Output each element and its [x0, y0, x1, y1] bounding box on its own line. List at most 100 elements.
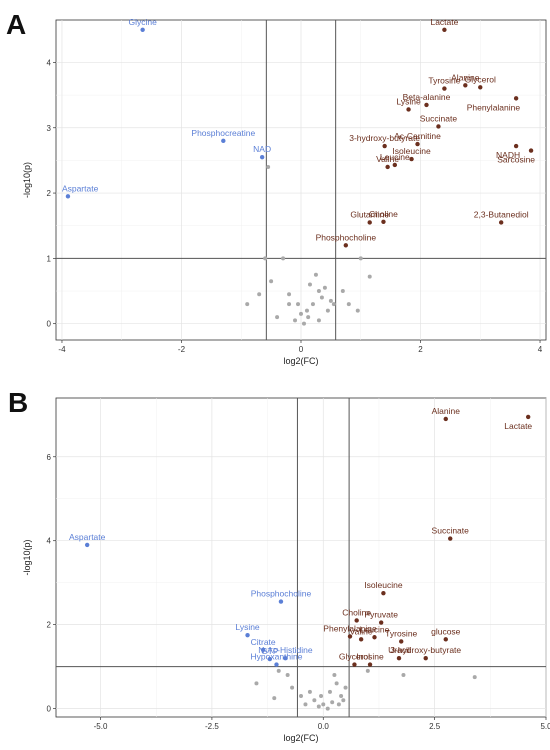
x-tick-label: 2.5	[429, 722, 441, 731]
point-label: Pyruvate	[364, 610, 398, 620]
ns-point	[343, 685, 348, 690]
ns-point	[340, 289, 345, 294]
ns-point	[254, 681, 259, 686]
data-point	[378, 620, 384, 625]
point-label: Choline	[369, 209, 398, 219]
panel-a-letter: A	[6, 9, 26, 40]
data-point	[423, 656, 428, 661]
ns-point	[332, 673, 337, 678]
point-label: 2,3-Butanediol	[474, 209, 529, 219]
ns-point	[316, 704, 321, 709]
point-label: Aspartate	[69, 532, 106, 542]
y-tick-label: 4	[47, 58, 52, 67]
ns-point	[269, 279, 274, 284]
point-label: Succinate	[432, 526, 470, 536]
point-label: Tyrosine	[385, 628, 417, 638]
ns-point	[296, 302, 301, 307]
point-label: Lysine	[235, 622, 260, 632]
data-point	[283, 656, 288, 661]
ns-point	[299, 694, 303, 699]
ns-point	[336, 702, 341, 707]
point-label: Lactate	[504, 421, 532, 431]
ns-point	[275, 315, 280, 320]
point-label: Citrate	[251, 637, 276, 647]
point-label: Beta-alanine	[403, 92, 451, 102]
y-tick-label: 0	[47, 705, 52, 714]
data-point	[367, 220, 372, 225]
point-label: 3-hydroxy-butyrate	[349, 133, 420, 143]
y-tick-label: 4	[47, 537, 52, 546]
ns-point	[355, 308, 360, 313]
x-tick-label: -4	[58, 345, 66, 354]
point-label: N-Ac-Histidine	[258, 645, 313, 655]
point-label: GTP	[261, 646, 279, 656]
point-label: Choline	[342, 607, 371, 617]
data-point	[367, 662, 373, 667]
point-label: Isoleucine	[364, 580, 403, 590]
ns-point	[287, 302, 292, 307]
point-label: Succinate	[420, 113, 458, 123]
y-tick-label: 2	[47, 189, 52, 198]
ns-point	[299, 311, 303, 316]
ns-point	[307, 282, 312, 287]
point-label: Phenylalanine	[323, 623, 377, 633]
ns-point	[341, 698, 346, 703]
y-tick-label: 1	[47, 254, 52, 263]
data-point	[385, 164, 390, 170]
point-label: Lactate	[430, 17, 458, 27]
plot-area-b	[55, 397, 547, 718]
ns-point	[325, 308, 330, 313]
ns-point	[321, 702, 326, 707]
data-point	[245, 632, 250, 638]
ns-point	[310, 302, 315, 307]
ns-point	[257, 292, 262, 297]
data-point	[274, 662, 279, 667]
point-label: Glutamine	[350, 209, 389, 219]
data-point	[347, 634, 353, 639]
data-point	[443, 416, 448, 422]
ns-point	[319, 295, 324, 300]
data-point	[442, 27, 447, 32]
data-point	[406, 107, 411, 112]
point-label: NAD	[253, 144, 271, 154]
ns-point	[346, 302, 351, 307]
data-point	[448, 536, 453, 541]
data-point	[354, 618, 359, 623]
ns-point	[290, 685, 295, 690]
point-label: Inosine	[356, 652, 384, 662]
ns-point	[319, 694, 324, 699]
point-label: Alanine	[432, 406, 461, 416]
data-point	[478, 85, 483, 90]
x-tick-label: 4	[538, 345, 543, 354]
point-label: Phosphocreatine	[191, 128, 255, 138]
ns-point	[245, 302, 250, 307]
ns-point	[301, 321, 306, 326]
ns-point	[358, 256, 363, 261]
data-point	[392, 162, 398, 168]
ns-point	[472, 675, 477, 680]
data-point	[84, 542, 90, 548]
data-point	[259, 154, 265, 160]
data-point	[409, 156, 414, 162]
data-point	[498, 220, 504, 225]
x-tick-label: -2.5	[205, 722, 219, 731]
ns-point	[281, 256, 286, 261]
y-axis-title: -log10(p)	[22, 539, 32, 575]
data-point	[513, 96, 519, 101]
point-label: Glycerol	[339, 652, 370, 662]
point-label: Glycerol	[465, 74, 496, 84]
data-point	[513, 143, 519, 149]
data-point	[442, 86, 447, 91]
point-label: Phosphocholine	[316, 232, 377, 242]
data-point	[358, 637, 364, 642]
data-point	[260, 647, 266, 653]
y-tick-label: 3	[47, 124, 52, 133]
ns-point	[304, 308, 309, 313]
data-point	[415, 141, 420, 147]
y-tick-label: 2	[47, 621, 52, 630]
y-tick-label: 6	[47, 453, 52, 462]
ns-point	[322, 285, 327, 290]
data-point	[140, 27, 145, 32]
point-label: glucose	[431, 626, 461, 636]
